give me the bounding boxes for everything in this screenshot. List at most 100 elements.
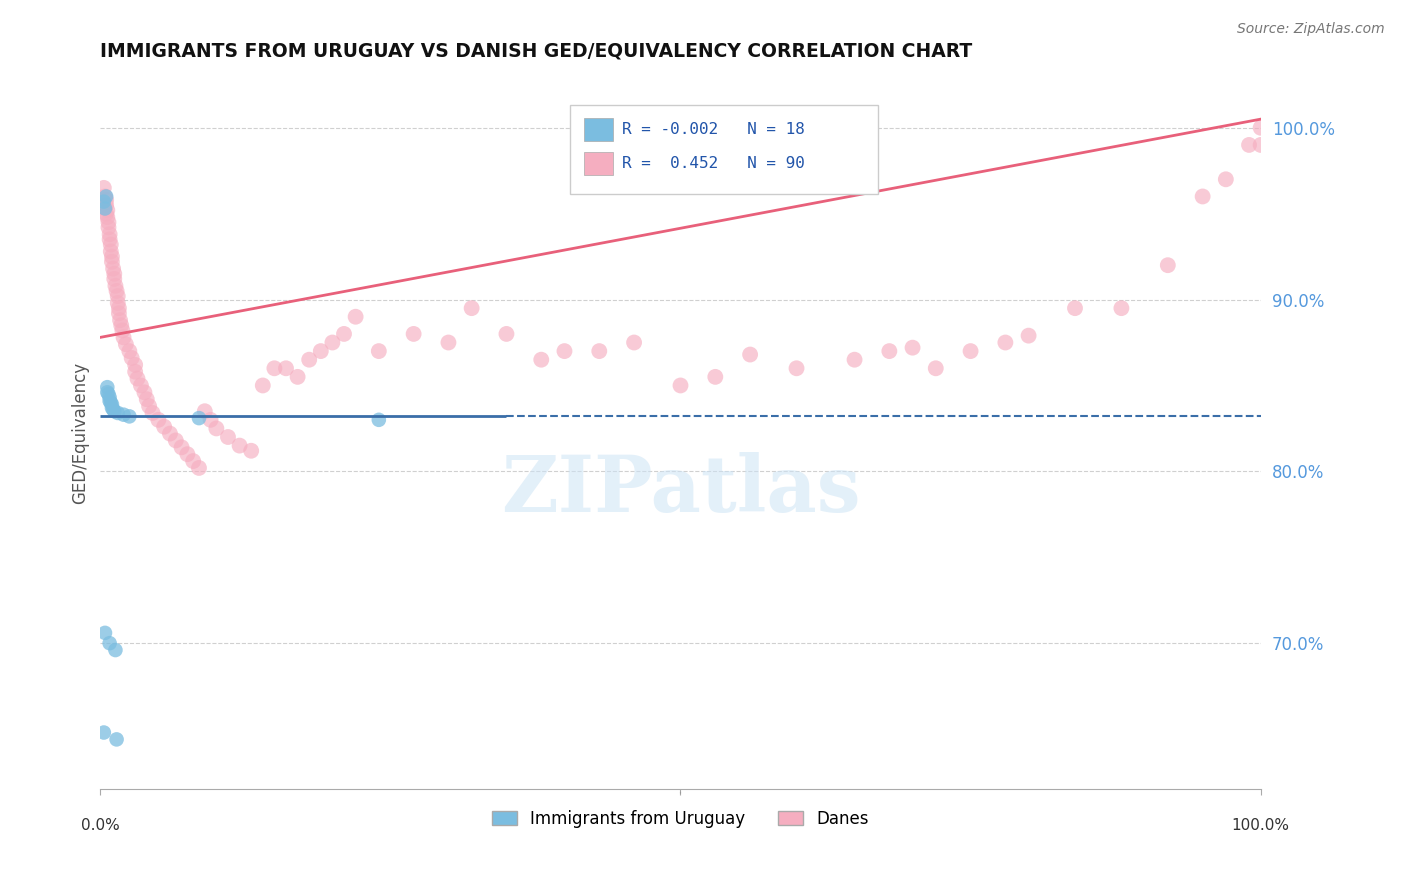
- Point: [228, 439, 250, 453]
- Point: [153, 419, 176, 434]
- Point: [1250, 137, 1272, 152]
- Point: [121, 351, 143, 365]
- Point: [1111, 301, 1133, 315]
- Point: [103, 404, 125, 418]
- Point: [98, 636, 121, 650]
- Point: [274, 361, 297, 376]
- Point: [240, 443, 263, 458]
- Point: [108, 301, 131, 315]
- Point: [925, 361, 948, 376]
- Point: [94, 193, 117, 207]
- Point: [93, 181, 115, 195]
- Point: [879, 344, 901, 359]
- Point: [96, 203, 118, 218]
- Point: [108, 306, 131, 320]
- Text: IMMIGRANTS FROM URUGUAY VS DANISH GED/EQUIVALENCY CORRELATION CHART: IMMIGRANTS FROM URUGUAY VS DANISH GED/EQ…: [100, 42, 973, 61]
- Point: [94, 198, 117, 212]
- Point: [97, 215, 120, 229]
- Point: [97, 387, 120, 401]
- Point: [1250, 120, 1272, 135]
- Text: 100.0%: 100.0%: [1232, 818, 1289, 833]
- Point: [333, 326, 356, 341]
- Point: [142, 406, 165, 420]
- Point: [98, 393, 121, 408]
- Point: [127, 371, 149, 385]
- Text: R = -0.002   N = 18: R = -0.002 N = 18: [623, 122, 806, 137]
- Point: [669, 378, 692, 392]
- Y-axis label: GED/Equivalency: GED/Equivalency: [72, 361, 89, 504]
- Point: [110, 318, 132, 333]
- Point: [93, 725, 115, 739]
- Point: [901, 341, 924, 355]
- Point: [97, 220, 120, 235]
- Point: [181, 454, 204, 468]
- Point: [107, 296, 129, 310]
- Point: [367, 413, 389, 427]
- Point: [134, 385, 156, 400]
- Point: [94, 207, 117, 221]
- Point: [129, 378, 152, 392]
- Point: [112, 330, 135, 344]
- Text: Source: ZipAtlas.com: Source: ZipAtlas.com: [1237, 22, 1385, 37]
- Point: [104, 643, 127, 657]
- Point: [103, 272, 125, 286]
- Point: [321, 335, 343, 350]
- Point: [96, 210, 118, 224]
- FancyBboxPatch shape: [585, 119, 613, 141]
- Point: [165, 434, 187, 448]
- Point: [148, 413, 170, 427]
- Point: [1157, 258, 1180, 272]
- Point: [159, 426, 181, 441]
- Point: [104, 278, 127, 293]
- Point: [94, 189, 117, 203]
- Point: [96, 385, 118, 400]
- Point: [124, 358, 146, 372]
- Point: [96, 380, 118, 394]
- Point: [108, 313, 131, 327]
- Point: [98, 227, 121, 242]
- Point: [101, 401, 124, 415]
- Point: [115, 337, 138, 351]
- Point: [107, 289, 129, 303]
- Point: [200, 413, 222, 427]
- Point: [994, 335, 1017, 350]
- Point: [252, 378, 274, 392]
- Point: [623, 335, 645, 350]
- Point: [135, 392, 157, 407]
- Point: [1191, 189, 1213, 203]
- Point: [402, 326, 425, 341]
- Point: [112, 408, 135, 422]
- Point: [1215, 172, 1237, 186]
- Point: [176, 447, 198, 461]
- Point: [740, 347, 762, 361]
- Point: [530, 352, 553, 367]
- Point: [704, 370, 727, 384]
- Point: [94, 625, 117, 640]
- Point: [101, 254, 124, 268]
- Point: [105, 284, 128, 298]
- Point: [959, 344, 981, 359]
- Point: [844, 352, 866, 367]
- Point: [118, 344, 141, 359]
- Point: [287, 370, 309, 384]
- Point: [588, 344, 610, 359]
- Point: [98, 232, 121, 246]
- Point: [101, 261, 124, 276]
- Point: [309, 344, 332, 359]
- Point: [170, 440, 193, 454]
- Point: [93, 194, 115, 209]
- Text: 0.0%: 0.0%: [82, 818, 120, 833]
- Point: [138, 399, 160, 413]
- Point: [100, 395, 122, 409]
- Point: [111, 323, 134, 337]
- Point: [205, 421, 228, 435]
- Point: [94, 189, 117, 203]
- Point: [1237, 137, 1260, 152]
- Point: [118, 409, 141, 424]
- Text: ZIPatlas: ZIPatlas: [501, 451, 860, 528]
- Point: [495, 326, 517, 341]
- Point: [101, 397, 124, 411]
- Point: [100, 244, 122, 259]
- Point: [101, 402, 124, 417]
- Point: [437, 335, 460, 350]
